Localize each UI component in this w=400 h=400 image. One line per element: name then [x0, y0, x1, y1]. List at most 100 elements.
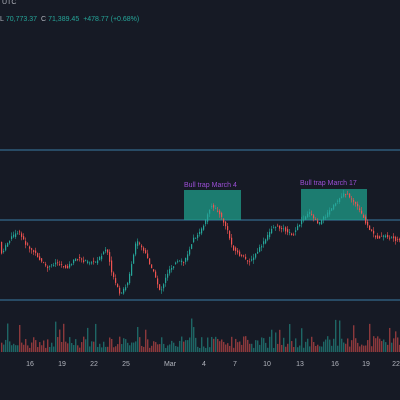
candle-body [321, 219, 323, 225]
volume-bar [355, 338, 357, 352]
volume-bar [205, 347, 207, 352]
volume-bar [377, 336, 379, 352]
volume-bar [261, 337, 263, 352]
candle-body [229, 231, 231, 239]
volume-bar [361, 344, 363, 352]
candle-body [339, 198, 341, 203]
volume-bar [237, 342, 239, 352]
candle-body [269, 231, 271, 238]
volume-bar [77, 345, 79, 352]
volume-bar [91, 341, 93, 352]
candle-body [77, 259, 79, 260]
x-axis-tick: 19 [58, 361, 66, 368]
candle-body [105, 249, 107, 252]
volume-bar [151, 345, 153, 352]
candle-body [231, 237, 233, 245]
candle-body [51, 264, 53, 266]
candle-body [239, 251, 241, 256]
volume-bar [387, 344, 389, 352]
volume-bar [201, 337, 203, 352]
volume-bar [155, 342, 157, 352]
candle-body [271, 228, 273, 234]
candle-body [129, 273, 131, 284]
candle-body [273, 227, 275, 229]
candle-body [169, 269, 171, 274]
bull-trap-zone-march-4[interactable] [184, 190, 241, 220]
candle-body [369, 225, 371, 230]
candle-body [37, 253, 39, 258]
volume-bar [9, 341, 11, 352]
volume-bar [369, 323, 371, 352]
candle-body [147, 253, 149, 258]
candle-body [357, 203, 359, 207]
candle-body [263, 241, 265, 245]
volume-bar [271, 329, 273, 352]
candle-body [353, 200, 355, 202]
volume-bar [225, 344, 227, 352]
volume-bar [307, 338, 309, 352]
volume-bar [61, 341, 63, 352]
volume-bar [353, 325, 355, 352]
candle-body [107, 249, 109, 253]
candle-body [393, 236, 395, 239]
candle-body [311, 214, 313, 215]
candle-body [251, 259, 253, 261]
candle-body [101, 255, 103, 260]
volume-bar [147, 339, 149, 352]
candle-body [149, 258, 151, 265]
candle-body [259, 247, 261, 252]
candle-body [379, 236, 381, 239]
candle-body [373, 230, 375, 234]
candle-body [325, 216, 327, 218]
candle-body [211, 206, 213, 208]
candle-body [249, 261, 251, 263]
candle-body [381, 235, 383, 237]
candle-body [93, 260, 95, 262]
volume-bar [197, 346, 199, 352]
volume-bar [269, 336, 271, 352]
candle-body [63, 266, 65, 267]
volume-bar [255, 340, 257, 352]
volume-bar [247, 339, 249, 352]
x-axis-tick: 7 [233, 361, 237, 368]
candle-body [89, 262, 91, 264]
candle-body [235, 247, 237, 251]
volume-bar [15, 345, 17, 352]
candle-body [375, 235, 377, 238]
volume-bar [31, 342, 33, 352]
volume-bar [193, 327, 195, 352]
candle-body [319, 222, 321, 224]
candle-body [39, 256, 41, 260]
volume-bar [167, 345, 169, 352]
candle-body [97, 260, 99, 264]
volume-bar [169, 344, 171, 352]
volume-bar [251, 343, 253, 352]
candle-body [247, 260, 249, 262]
volume-bar [139, 337, 141, 352]
volume-bar [127, 342, 129, 352]
candle-body [127, 282, 129, 286]
candle-body [145, 250, 147, 254]
candle-body [213, 204, 215, 208]
candle-body [265, 239, 267, 244]
candle-body [73, 259, 75, 264]
candle-body [7, 243, 9, 247]
candle-body [123, 288, 125, 294]
volume-bar [93, 341, 95, 352]
volume-bar [339, 320, 341, 352]
candle-body [243, 255, 245, 257]
candle-body [345, 194, 347, 195]
candle-body [79, 256, 81, 259]
timezone-label: UTC [2, 0, 17, 6]
candle-body [59, 264, 61, 265]
candle-body [201, 228, 203, 234]
volume-bar [309, 346, 311, 352]
candle-body [173, 266, 175, 268]
volume-bar [283, 337, 285, 352]
volume-bar [51, 342, 53, 352]
close-label: C [41, 16, 47, 23]
candle-body [35, 250, 37, 253]
volume-bar [343, 342, 345, 352]
